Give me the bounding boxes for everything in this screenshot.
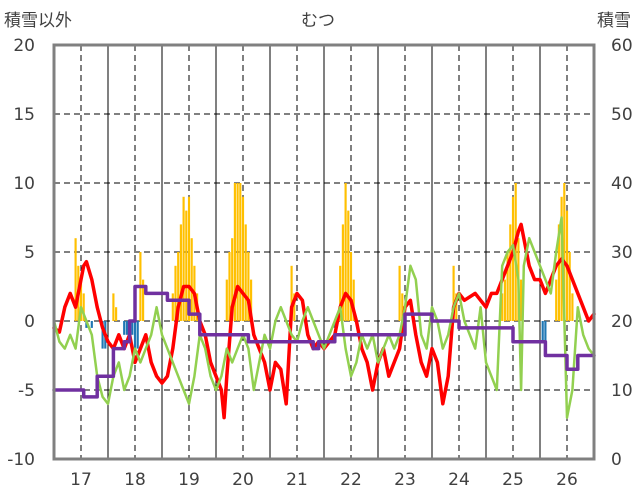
- precip_negative-bar: [101, 321, 104, 349]
- precip_positive-bar: [236, 183, 239, 321]
- right-tick-label: 30: [611, 243, 633, 263]
- precip_positive-bar: [501, 293, 504, 321]
- precip_positive-bar: [239, 183, 242, 321]
- precip_negative-bar: [123, 321, 126, 335]
- precip_positive-bar: [347, 210, 350, 321]
- precip_positive-bar: [174, 265, 177, 321]
- precip_positive-bar: [185, 210, 188, 321]
- left-tick-label: 0: [24, 312, 35, 332]
- right-tick-label: 40: [611, 174, 633, 194]
- precip_positive-bar: [290, 265, 293, 321]
- x-tick-label: 24: [448, 470, 470, 490]
- precip_positive-bar: [520, 279, 523, 321]
- precip_positive-bar: [182, 196, 185, 321]
- left-tick-label: -10: [7, 450, 35, 470]
- precip_negative-bar: [131, 321, 134, 335]
- precip_positive-bar: [177, 252, 180, 321]
- precip_positive-bar: [452, 265, 455, 321]
- precip_negative-bar: [544, 321, 547, 342]
- precip_positive-bar: [339, 265, 342, 321]
- snow_depth-line: [52, 284, 596, 399]
- precip_positive-bar: [514, 183, 517, 321]
- precip_positive-bar: [506, 252, 509, 321]
- precip_negative-bar: [90, 321, 93, 328]
- x-tick-label: 18: [124, 470, 146, 490]
- x-tick-label: 26: [556, 470, 578, 490]
- precip_positive-bar: [349, 252, 353, 321]
- label-layer: -10 -5 0 5 10 15 20 0 10 20 30 40 50 60 17 18 19 20 21 22 23…: [7, 36, 632, 490]
- precip_positive-bar: [171, 293, 174, 321]
- chart-title: むつ: [301, 11, 335, 31]
- plot-frame: [52, 43, 596, 461]
- x-tick-label: 22: [340, 470, 362, 490]
- precip_negative-bar: [133, 321, 137, 349]
- precip_positive-bar: [142, 279, 145, 321]
- x-tick-label: 17: [70, 470, 92, 490]
- precip_positive-bar: [187, 196, 191, 321]
- temperature-line: [52, 222, 596, 420]
- left-tick-label: 20: [13, 36, 35, 56]
- precip_positive-bar: [241, 196, 245, 321]
- precip_positive-bar: [79, 279, 83, 321]
- precip_positive-bar: [344, 183, 347, 321]
- precip_positive-bar: [341, 224, 344, 321]
- precip_positive-bar: [225, 279, 228, 321]
- left-tick-label: 10: [13, 174, 35, 194]
- precip_positive-bar: [563, 183, 566, 321]
- right-tick-label: 0: [611, 450, 622, 470]
- x-tick-label: 21: [286, 470, 308, 490]
- x-tick-label: 25: [502, 470, 524, 490]
- left-tick-label: 5: [24, 243, 35, 263]
- precip_positive-bar: [455, 293, 458, 321]
- precip_positive-bar: [190, 238, 193, 321]
- right-tick-label: 20: [611, 312, 633, 332]
- precip_positive-bar: [115, 307, 118, 321]
- precip_positive-bar: [250, 279, 253, 321]
- left-tick-label: 15: [13, 105, 35, 125]
- precip_positive-bar: [82, 293, 85, 321]
- precip_positive-bar: [503, 279, 506, 321]
- precip_negative-bar: [136, 321, 139, 349]
- precip_positive-bar: [112, 293, 115, 321]
- precip_positive-bar: [398, 265, 401, 321]
- left-axis-label: 積雪以外: [4, 11, 72, 31]
- precip_positive-bar: [352, 279, 355, 321]
- right-tick-label: 60: [611, 36, 633, 56]
- precip_positive-bar: [247, 252, 250, 321]
- line-layer: [52, 216, 596, 420]
- precip_positive-bar: [231, 238, 234, 321]
- precip_positive-bar: [233, 183, 236, 321]
- precip_negative-bar: [333, 321, 336, 328]
- x-tick-label: 19: [178, 470, 200, 490]
- precip_positive-bar: [244, 224, 247, 321]
- x-tick-label: 23: [394, 470, 416, 490]
- precip_positive-bar: [555, 279, 558, 321]
- precip_positive-bar: [509, 224, 512, 321]
- left-tick-label: -5: [18, 381, 35, 401]
- precip_positive-bar: [179, 224, 182, 321]
- right-tick-label: 10: [611, 381, 633, 401]
- precip_positive-bar: [571, 293, 574, 321]
- precip_negative-bar: [125, 321, 128, 335]
- precip_positive-bar: [511, 196, 515, 321]
- precip_negative-bar: [85, 321, 88, 328]
- right-axis-label: 積雪: [597, 11, 631, 31]
- right-tick-label: 50: [611, 105, 633, 125]
- precip_positive-bar: [293, 293, 296, 321]
- precip_negative-bar: [541, 321, 544, 342]
- x-tick-label: 20: [232, 470, 254, 490]
- precip_positive-bar: [568, 252, 571, 321]
- precip_positive-bar: [228, 252, 231, 321]
- precip_positive-bar: [401, 293, 404, 321]
- precip_positive-bar: [74, 238, 77, 321]
- precip_positive-bar: [557, 224, 560, 321]
